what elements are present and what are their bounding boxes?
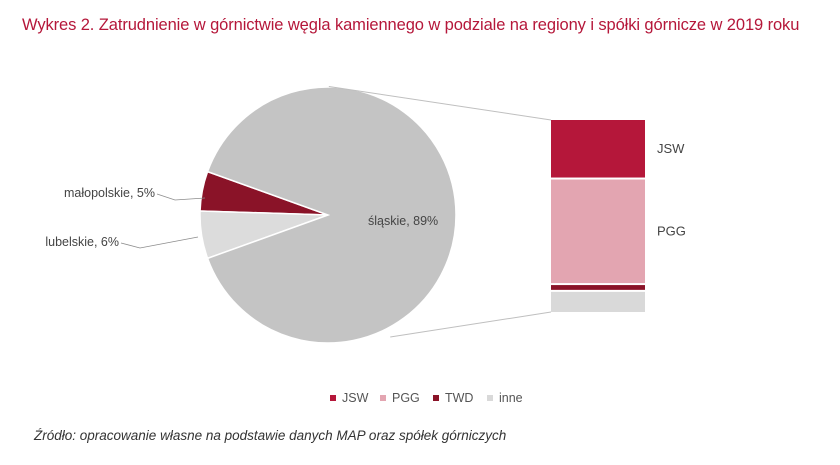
legend-swatch-pgg [380,395,386,401]
bar-segment-twd [551,285,645,290]
legend-swatch-jsw [330,395,336,401]
leader-line-lubelskie [120,236,199,249]
legend-label-twd: TWD [445,391,473,405]
legend-swatch-inne [487,395,493,401]
pie-slice-śląskie [206,86,457,344]
connector-line-bottom [390,311,552,338]
legend-label-inne: inne [499,391,523,405]
legend-label-jsw: JSW [342,391,369,405]
bar-segment-jsw [551,120,645,178]
bar-segment-inne [551,291,645,312]
bar-segment-pgg [551,179,645,284]
pie-label-slaskie: śląskie, 89% [368,214,438,228]
source-note: Źródło: opracowanie własne na podstawie … [34,428,507,443]
pie-label-lubelskie: lubelskie, 6% [45,235,119,249]
legend-label-pgg: PGG [392,391,420,405]
connector-line-top [328,85,552,121]
chart-title: Wykres 2. Zatrudnienie w górnictwie węgl… [22,16,800,34]
pie-label-malopolskie: małopolskie, 5% [64,186,155,200]
leader-line-malopolskie [156,193,206,201]
legend-swatch-twd [433,395,439,401]
bar-label-jsw: JSW [657,141,685,156]
bar-label-pgg: PGG [657,223,686,238]
